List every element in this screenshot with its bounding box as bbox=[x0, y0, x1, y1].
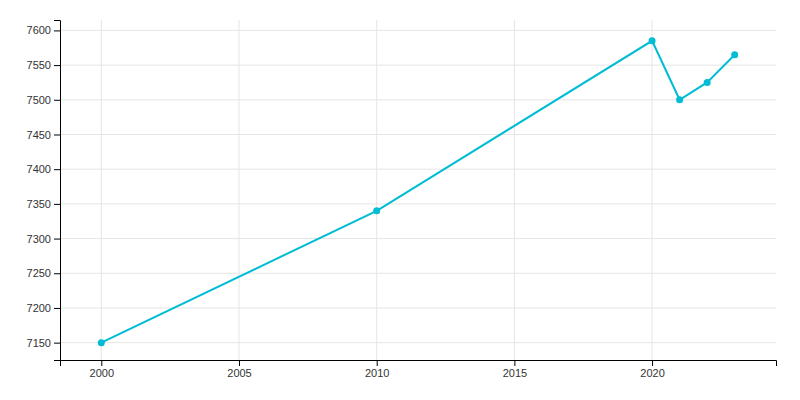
x-tick: 2005 bbox=[227, 360, 251, 379]
plot-area: 2000 2005 2010 2015 2020 7150 7200 7250 7300 7350… bbox=[27, 20, 777, 379]
line bbox=[101, 41, 734, 343]
y-tick-label: 7400 bbox=[27, 163, 51, 175]
x-tick-label: 2020 bbox=[640, 367, 664, 379]
grid-line-y bbox=[60, 273, 776, 274]
y-tick-label: 7200 bbox=[27, 302, 51, 314]
grid-line-y bbox=[60, 169, 776, 170]
y-axis-line bbox=[54, 21, 61, 361]
y-tick-label: 7500 bbox=[27, 94, 51, 106]
x-tick-mark bbox=[514, 360, 515, 366]
y-tick-mark bbox=[54, 239, 60, 240]
y-tick: 7500 bbox=[27, 94, 60, 106]
x-tick-mark bbox=[377, 360, 378, 366]
x-tick-label: 2015 bbox=[503, 367, 527, 379]
x-tick-label: 2010 bbox=[365, 367, 389, 379]
y-tick-label: 7550 bbox=[27, 59, 51, 71]
grid-line-y bbox=[60, 65, 776, 66]
y-tick-label: 7150 bbox=[27, 337, 51, 349]
y-tick-mark bbox=[54, 204, 60, 205]
y-tick: 7550 bbox=[27, 59, 60, 71]
grid-line-x bbox=[101, 20, 102, 360]
x-tick-label: 2005 bbox=[227, 367, 251, 379]
y-tick-mark bbox=[54, 169, 60, 170]
grid-line-y bbox=[60, 30, 776, 31]
grid-line-y bbox=[60, 203, 776, 204]
x-tick-mark bbox=[652, 360, 653, 366]
x-tick: 2000 bbox=[90, 360, 114, 379]
x-tick: 2015 bbox=[503, 360, 527, 379]
grid-line-y bbox=[60, 307, 776, 308]
y-tick: 7150 bbox=[27, 337, 60, 349]
y-tick: 7400 bbox=[27, 163, 60, 175]
point bbox=[676, 96, 683, 103]
x-tick-mark bbox=[239, 360, 240, 366]
y-tick: 7200 bbox=[27, 302, 60, 314]
grid-line-x bbox=[652, 20, 653, 360]
chart: 2000 2005 2010 2015 2020 7150 7200 7250 7300 7350… bbox=[0, 0, 800, 400]
grid-line-x bbox=[514, 20, 515, 360]
y-tick-label: 7600 bbox=[27, 24, 51, 36]
grid-line-x bbox=[239, 20, 240, 360]
y-axis: 7150 7200 7250 7300 7350 7400 7450 7500 7550 7600 bbox=[27, 21, 61, 361]
x-tick-label: 2000 bbox=[90, 367, 114, 379]
grid-line-y bbox=[60, 342, 776, 343]
grid-line-x bbox=[376, 20, 377, 360]
y-tick-label: 7450 bbox=[27, 129, 51, 141]
y-tick-mark bbox=[54, 30, 60, 31]
y-tick-label: 7250 bbox=[27, 267, 51, 279]
x-tick-mark bbox=[101, 360, 102, 366]
y-tick-label: 7350 bbox=[27, 198, 51, 210]
grid-line-y bbox=[60, 99, 776, 100]
x-axis: 2000 2005 2010 2015 2020 bbox=[61, 360, 777, 379]
x-axis-line bbox=[61, 361, 777, 367]
y-tick-mark bbox=[54, 100, 60, 101]
grid-line-y bbox=[60, 238, 776, 239]
x-tick: 2020 bbox=[640, 360, 664, 379]
point bbox=[731, 51, 738, 58]
point bbox=[649, 37, 656, 44]
grid-line-y bbox=[60, 134, 776, 135]
point bbox=[704, 79, 711, 86]
y-tick: 7250 bbox=[27, 267, 60, 279]
y-tick-label: 7300 bbox=[27, 233, 51, 245]
y-tick: 7350 bbox=[27, 198, 60, 210]
x-tick: 2010 bbox=[365, 360, 389, 379]
y-tick-mark bbox=[54, 273, 60, 274]
series bbox=[98, 37, 738, 346]
point bbox=[98, 339, 105, 346]
y-tick-mark bbox=[54, 65, 60, 66]
y-tick: 7300 bbox=[27, 233, 60, 245]
y-tick: 7450 bbox=[27, 129, 60, 141]
y-tick-mark bbox=[54, 134, 60, 135]
y-tick-mark bbox=[54, 343, 60, 344]
y-tick: 7600 bbox=[27, 24, 60, 36]
grid bbox=[60, 20, 776, 360]
point bbox=[373, 207, 380, 214]
y-tick-mark bbox=[54, 308, 60, 309]
